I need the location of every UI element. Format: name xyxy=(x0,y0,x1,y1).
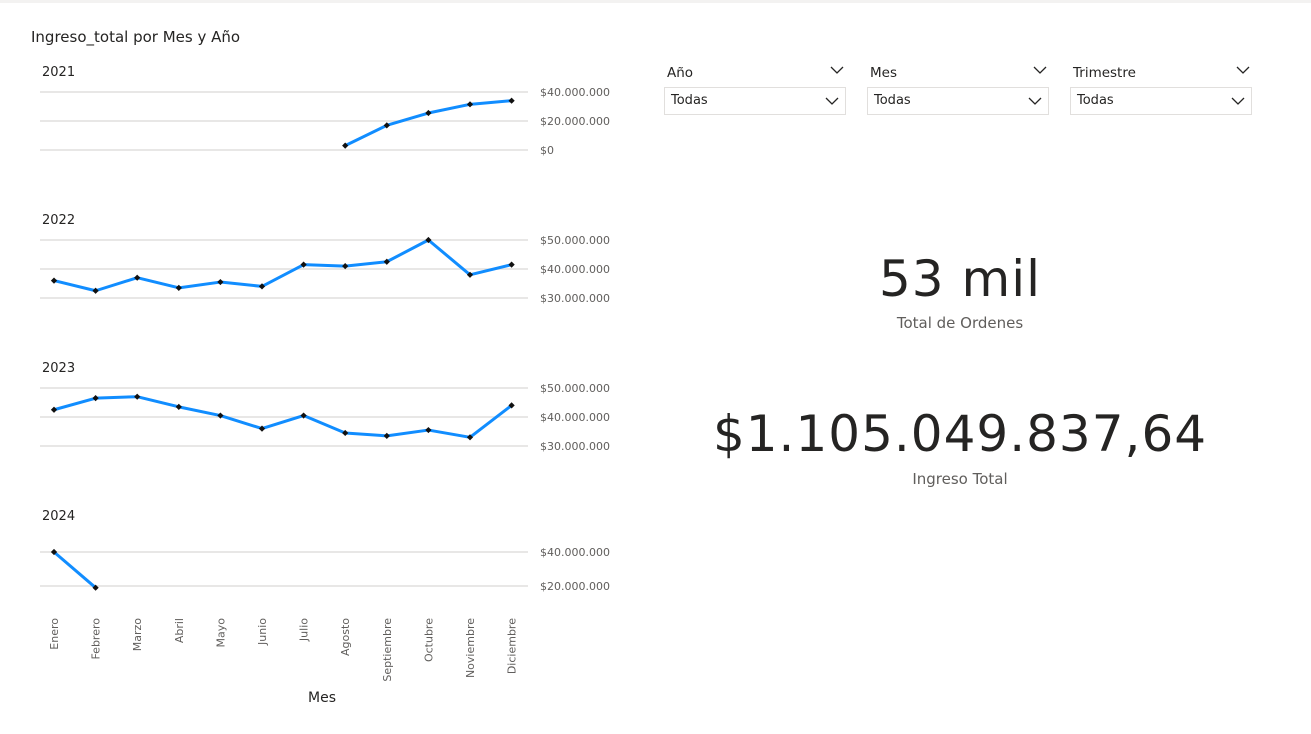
slicer-quarter-value: Todas xyxy=(1077,93,1114,108)
y-tick-label: $40.000.000 xyxy=(540,86,610,99)
y-tick-label: $20.000.000 xyxy=(540,115,610,128)
panel-label-2021: 2021 xyxy=(42,65,75,80)
series-line-2024 xyxy=(53,550,97,589)
x-tick-label: Enero xyxy=(48,618,61,650)
kpi-orders-value: 53 mil xyxy=(878,250,1041,308)
y-tick-label: $40.000.000 xyxy=(540,411,610,424)
x-tick-label: Julio xyxy=(298,618,311,642)
data-point xyxy=(342,429,349,437)
chevron-down-icon[interactable] xyxy=(1234,61,1252,79)
y-tick-label: $30.000.000 xyxy=(540,440,610,453)
data-point xyxy=(383,432,390,439)
data-point xyxy=(466,101,474,108)
data-point xyxy=(508,261,515,268)
slicer-month-value: Todas xyxy=(874,93,911,108)
kpi-orders-label: Total de Ordenes xyxy=(896,314,1024,332)
data-point xyxy=(258,283,266,290)
slicer-month-header: Mes xyxy=(870,65,897,81)
chevron-down-icon[interactable] xyxy=(1026,92,1044,110)
top-border xyxy=(0,0,1311,3)
x-tick-label: Febrero xyxy=(90,618,103,660)
x-tick-label: Mayo xyxy=(214,618,227,648)
slicer-quarter-header: Trimestre xyxy=(1073,65,1136,81)
data-point xyxy=(425,426,432,434)
data-point xyxy=(508,97,515,104)
slicer-month[interactable]: Mes Todas xyxy=(867,65,1049,117)
slicer-quarter-dropdown[interactable]: Todas xyxy=(1070,87,1252,115)
x-axis-title: Mes xyxy=(308,690,336,706)
slicer-year[interactable]: Año Todas xyxy=(664,65,846,117)
panel-label-2023: 2023 xyxy=(42,361,75,376)
kpi-revenue-label: Ingreso Total xyxy=(912,470,1008,488)
x-tick-label: Junio xyxy=(256,618,269,646)
chevron-down-icon[interactable] xyxy=(823,92,841,110)
series-line-2023 xyxy=(53,395,513,439)
panel-label-2024: 2024 xyxy=(42,509,75,524)
data-point xyxy=(50,406,58,413)
line-chart: 2021 $0 $20.000.000 $40.000.000 2022 $30.000.… xyxy=(40,65,610,706)
data-point xyxy=(466,434,474,441)
data-point xyxy=(300,412,307,419)
data-point xyxy=(92,395,99,402)
data-point xyxy=(217,278,224,286)
data-point xyxy=(342,262,349,270)
y-tick-label: $40.000.000 xyxy=(540,263,610,276)
data-point xyxy=(383,258,390,265)
y-tick-label: $50.000.000 xyxy=(540,234,610,247)
kpi-revenue-value: $1.105.049.837,64 xyxy=(712,405,1208,463)
data-point xyxy=(300,261,307,268)
chart-title: Ingreso_total por Mes y Año xyxy=(31,28,241,46)
chevron-down-icon[interactable] xyxy=(1031,61,1049,79)
chevron-down-icon[interactable] xyxy=(1229,92,1247,110)
x-tick-label: Diciembre xyxy=(506,618,519,674)
x-tick-label: Agosto xyxy=(339,618,352,656)
x-tick-label: Noviembre xyxy=(464,618,477,678)
y-tick-label: $50.000.000 xyxy=(540,382,610,395)
data-point xyxy=(134,393,141,400)
slicer-year-value: Todas xyxy=(671,93,708,108)
data-point xyxy=(175,284,182,291)
x-tick-label: Marzo xyxy=(131,618,144,652)
x-tick-label: Septiembre xyxy=(381,618,394,682)
slicer-quarter[interactable]: Trimestre Todas xyxy=(1070,65,1252,117)
slicer-month-dropdown[interactable]: Todas xyxy=(867,87,1049,115)
data-point xyxy=(50,277,58,284)
slicer-year-header: Año xyxy=(667,65,694,81)
y-tick-label: $20.000.000 xyxy=(540,580,610,593)
y-tick-label: $0 xyxy=(540,144,554,157)
chevron-down-icon[interactable] xyxy=(828,61,846,79)
x-tick-label: Octubre xyxy=(422,618,435,662)
series-line-2021 xyxy=(344,99,512,147)
data-point xyxy=(175,403,182,410)
series-line-2022 xyxy=(53,238,512,293)
data-point xyxy=(258,425,266,432)
y-tick-label: $30.000.000 xyxy=(540,292,610,305)
panel-label-2022: 2022 xyxy=(42,213,75,228)
y-tick-label: $40.000.000 xyxy=(540,546,610,559)
slicer-year-dropdown[interactable]: Todas xyxy=(664,87,846,115)
x-tick-label: Abril xyxy=(173,618,186,643)
data-point xyxy=(466,271,474,278)
